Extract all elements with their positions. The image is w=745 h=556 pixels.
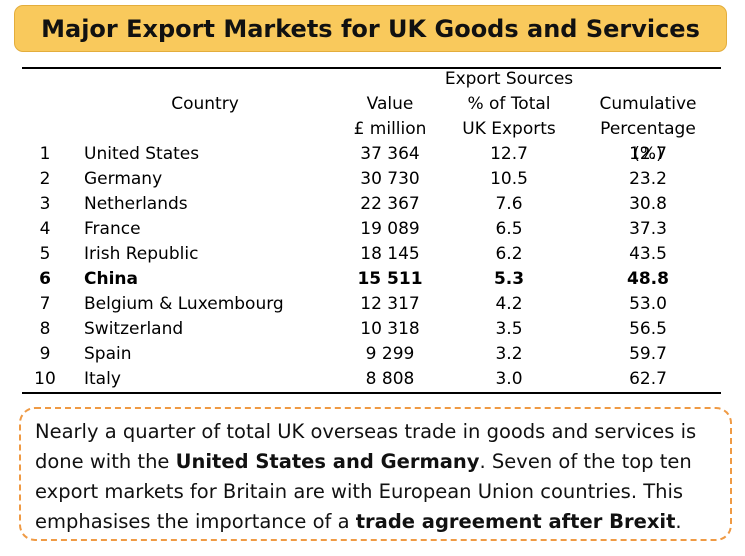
table-row: 1 United States 37 364 12.7 12.7: [0, 142, 745, 167]
header-cum-line1: Cumulative: [599, 94, 697, 114]
header-value: Value £ million: [345, 92, 435, 142]
value-cell: 10 318: [360, 319, 420, 339]
page-title: Major Export Markets for UK Goods and Se…: [41, 14, 700, 43]
pct-cell: 12.7: [490, 144, 528, 164]
table-bottom-rule: [22, 392, 721, 394]
pct-cell: 3.2: [495, 344, 523, 364]
note-bold-1: United States and Germany: [175, 450, 480, 473]
country-cell: China: [84, 269, 138, 289]
header-pct-line2: UK Exports: [462, 119, 556, 139]
pct-cell: 5.3: [493, 269, 525, 289]
value-cell: 9 299: [365, 344, 415, 364]
country-cell: Netherlands: [84, 194, 188, 214]
table-row: 5 Irish Republic 18 145 6.2 43.5: [0, 242, 745, 267]
table-row: 8 Switzerland 10 318 3.5 56.5: [0, 317, 745, 342]
cumulative-cell: 56.5: [629, 319, 667, 339]
header-cumulative: Cumulative Percentage (%): [583, 92, 713, 167]
country-cell: France: [84, 219, 141, 239]
header-cum-line2: Percentage (%): [600, 119, 696, 164]
country-cell: Irish Republic: [84, 244, 199, 264]
country-cell: Spain: [84, 344, 132, 364]
pct-cell: 4.2: [495, 294, 523, 314]
pct-cell: 10.5: [490, 169, 528, 189]
pct-cell: 3.5: [495, 319, 523, 339]
rank-cell: 8: [39, 319, 51, 339]
value-cell: 12 317: [360, 294, 420, 314]
value-cell: 19 089: [360, 219, 420, 239]
rank-cell: 5: [39, 244, 51, 264]
rank-cell: 4: [39, 219, 51, 239]
table-row: 7 Belgium & Luxembourg 12 317 4.2 53.0: [0, 292, 745, 317]
header-country: Country: [171, 94, 239, 114]
pct-cell: 6.2: [495, 244, 523, 264]
cumulative-cell: 53.0: [629, 294, 667, 314]
country-cell: Italy: [84, 369, 121, 389]
table-top-rule: [22, 67, 721, 69]
cumulative-cell: 43.5: [629, 244, 667, 264]
country-cell: Belgium & Luxembourg: [84, 294, 284, 314]
value-cell: 18 145: [360, 244, 420, 264]
cumulative-cell: 37.3: [629, 219, 667, 239]
table-row: 4 France 19 089 6.5 37.3: [0, 217, 745, 242]
note-text-3: .: [675, 510, 682, 533]
value-cell: 15 511: [357, 269, 423, 289]
cumulative-cell: 62.7: [629, 369, 667, 389]
cumulative-cell: 59.7: [629, 344, 667, 364]
value-cell: 30 730: [360, 169, 420, 189]
cumulative-cell: 12.7: [629, 144, 667, 164]
table-row: 3 Netherlands 22 367 7.6 30.8: [0, 192, 745, 217]
country-cell: United States: [84, 144, 200, 164]
table-row: 6 China 15 511 5.3 48.8: [0, 267, 745, 292]
rank-cell: 7: [39, 294, 51, 314]
rank-cell: 10: [34, 369, 56, 389]
header-export-sources: Export Sources % of Total UK Exports: [444, 67, 574, 142]
rank-cell: 9: [39, 344, 51, 364]
pct-cell: 6.5: [495, 219, 523, 239]
cumulative-cell: 23.2: [629, 169, 667, 189]
header-value-line1: Value: [366, 94, 414, 114]
header-value-line2: £ million: [353, 119, 427, 139]
cumulative-cell: 48.8: [627, 269, 669, 289]
cumulative-cell: 30.8: [629, 194, 667, 214]
country-cell: Germany: [84, 169, 163, 189]
table-row: 2 Germany 30 730 10.5 23.2: [0, 167, 745, 192]
note-text-2: . Seven of the top ten export markets fo…: [35, 450, 692, 533]
value-cell: 8 808: [365, 369, 415, 389]
rank-cell: 6: [39, 269, 51, 289]
value-cell: 37 364: [360, 144, 420, 164]
rank-cell: 3: [39, 194, 51, 214]
rank-cell: 2: [39, 169, 51, 189]
table-row: 10 Italy 8 808 3.0 62.7: [0, 367, 745, 392]
header-export-sources-label: Export Sources: [444, 69, 574, 89]
pct-cell: 7.6: [495, 194, 523, 214]
title-banner: Major Export Markets for UK Goods and Se…: [14, 5, 727, 52]
note-bold-2: trade agreement after Brexit: [355, 510, 676, 533]
pct-cell: 3.0: [495, 369, 523, 389]
country-cell: Switzerland: [84, 319, 184, 339]
rank-cell: 1: [39, 144, 51, 164]
note-text-1: Nearly a quarter of total UK overseas tr…: [35, 420, 697, 473]
value-cell: 22 367: [360, 194, 420, 214]
table-row: 9 Spain 9 299 3.2 59.7: [0, 342, 745, 367]
header-pct-line1: % of Total: [467, 94, 551, 114]
note-box: Nearly a quarter of total UK overseas tr…: [19, 407, 732, 541]
